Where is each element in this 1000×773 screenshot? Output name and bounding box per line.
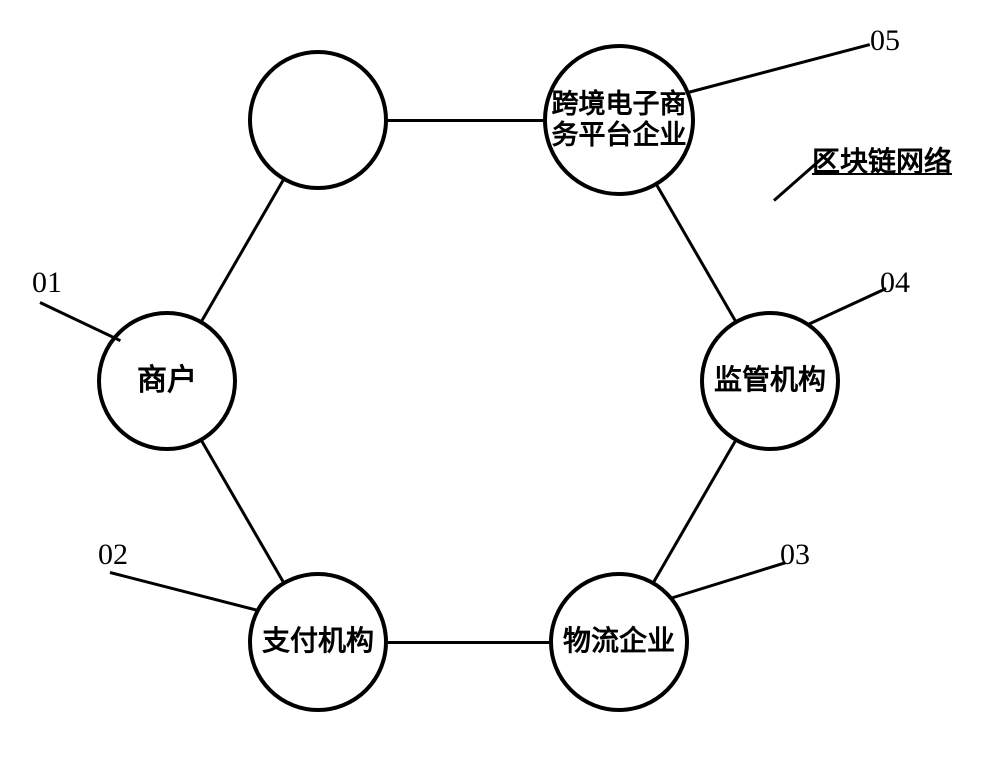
edge-3 [388, 641, 549, 644]
edge-0 [388, 119, 543, 122]
node-platform: 跨境电子商务平台企业 [543, 44, 695, 196]
edge-1 [656, 185, 736, 321]
callout-num-03: 03 [780, 538, 810, 572]
callout-line-03 [670, 561, 787, 600]
edge-5 [201, 180, 284, 321]
callout-num-02: 02 [98, 538, 128, 572]
callout-num-05: 05 [870, 24, 900, 58]
network-label: 区块链网络 [812, 140, 952, 180]
callout-num-04: 04 [880, 266, 910, 300]
diagram-canvas: 区块链网络 跨境电子商务平台企业 商户 监管机构 支付机构 物流企业 05 01… [0, 0, 1000, 773]
node-logistics: 物流企业 [549, 572, 689, 712]
callout-num-01: 01 [32, 266, 62, 300]
edge-2 [653, 441, 736, 582]
callout-line-04 [807, 287, 886, 326]
node-top-left [248, 50, 388, 190]
node-regulator: 监管机构 [700, 311, 840, 451]
callout-line-02 [110, 571, 259, 612]
node-merchant: 商户 [97, 311, 237, 451]
node-payment: 支付机构 [248, 572, 388, 712]
callout-line-05 [688, 43, 871, 94]
edge-4 [201, 441, 284, 582]
callout-line-01 [39, 301, 120, 342]
